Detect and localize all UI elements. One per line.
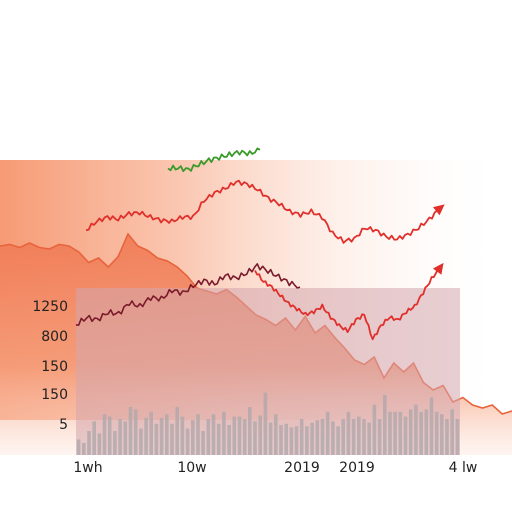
volume-bar: [351, 419, 356, 455]
volume-bar: [87, 431, 91, 455]
arrowhead-upper: [432, 204, 445, 216]
red-line-lower: [254, 267, 441, 341]
x-tick-label: 10w: [177, 460, 206, 476]
volume-bar: [362, 419, 366, 455]
y-axis-ticks: 1250 800 150 150 5: [32, 299, 68, 433]
volume-bar: [185, 428, 190, 455]
volume-bar: [128, 407, 133, 455]
volume-bar: [133, 409, 138, 455]
volume-bar: [331, 421, 335, 455]
volume-bar: [139, 428, 143, 455]
green-line: [167, 147, 261, 173]
volume-bar: [206, 419, 211, 455]
volume-bar: [123, 421, 128, 455]
volume-bar: [107, 416, 112, 455]
volume-bar: [248, 407, 252, 455]
volume-bar: [284, 423, 288, 455]
volume-bar: [191, 420, 195, 455]
volume-bar: [92, 421, 96, 455]
volume-bar: [336, 426, 340, 455]
line-series: [75, 147, 445, 341]
volume-bar: [429, 397, 434, 455]
volume-bar: [113, 431, 117, 455]
volume-bar: [367, 422, 371, 455]
volume-bar: [383, 395, 387, 455]
volume-bar: [97, 433, 102, 455]
volume-bar: [170, 423, 174, 455]
volume-bar: [211, 414, 216, 455]
volume-bar: [357, 416, 361, 455]
volume-bar: [268, 422, 273, 455]
volume-bar: [201, 431, 205, 455]
volume-bar: [388, 411, 392, 455]
volume-bar: [222, 411, 226, 455]
volume-bar: [372, 404, 377, 455]
volume-bar: [242, 419, 247, 455]
arrowhead-lower: [432, 262, 444, 275]
x-tick-label: 2019: [339, 460, 375, 476]
volume-bar: [263, 392, 268, 455]
volume-bar: [377, 419, 382, 455]
volume-bar: [237, 416, 242, 455]
volume-bar: [305, 426, 309, 455]
dark-line: [75, 263, 301, 326]
x-axis-ticks: 1wh 10w 2019 2019 4 lw: [73, 460, 477, 476]
x-tick-label: 1wh: [73, 460, 102, 476]
volume-bar: [408, 409, 413, 455]
volume-bar: [403, 416, 408, 455]
y-tick-label: 1250: [32, 299, 68, 315]
volume-bar: [445, 419, 449, 455]
volume-bar: [118, 419, 122, 455]
volume-bar: [76, 439, 81, 455]
volume-bar: [424, 409, 429, 455]
inner-panel-rect: [76, 288, 460, 455]
volume-bar: [310, 422, 314, 455]
volume-bar: [455, 419, 460, 455]
volume-bars: [76, 392, 460, 455]
volume-bar: [227, 425, 231, 455]
volume-bar: [165, 414, 169, 455]
volume-bar: [398, 411, 403, 455]
volume-bar: [325, 411, 330, 455]
volume-bar: [393, 411, 397, 455]
volume-bar: [144, 417, 148, 455]
volume-bar: [346, 411, 351, 455]
x-tick-label: 4 lw: [449, 460, 478, 476]
volume-bar: [216, 423, 221, 455]
volume-bar: [299, 419, 304, 455]
volume-bar: [154, 423, 159, 455]
volume-bar: [450, 409, 454, 455]
x-tick-label: 2019: [284, 460, 320, 476]
volume-bar: [320, 419, 325, 455]
volume-bar: [434, 411, 439, 455]
volume-bar: [175, 407, 179, 455]
y-tick-label: 150: [41, 359, 68, 375]
volume-bar: [258, 415, 262, 455]
volume-bar: [149, 411, 153, 455]
volume-bar: [232, 416, 237, 455]
volume-bar: [294, 426, 299, 455]
volume-bar: [279, 425, 283, 455]
volume-bar: [159, 417, 164, 455]
volume-bar: [440, 414, 444, 455]
inner-panel: [76, 288, 460, 455]
y-tick-label: 150: [41, 387, 68, 403]
volume-bar: [180, 416, 185, 455]
volume-bar: [315, 420, 320, 455]
volume-bar: [196, 414, 200, 455]
volume-bar: [414, 404, 418, 455]
y-tick-label: 800: [41, 329, 68, 345]
volume-bar: [253, 421, 257, 455]
volume-bar: [102, 414, 107, 455]
volume-bar: [274, 414, 278, 455]
volume-bar: [419, 411, 423, 455]
volume-bar: [341, 419, 345, 455]
y-tick-label: 5: [59, 417, 68, 433]
volume-bar: [289, 427, 294, 455]
volume-bar: [82, 443, 86, 455]
red-line-upper: [85, 179, 441, 244]
